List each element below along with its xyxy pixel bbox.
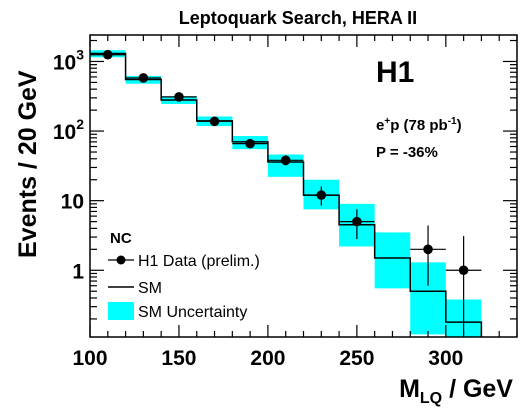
- data-marker: [316, 190, 327, 200]
- data-point-0: [90, 49, 126, 60]
- x-tick-label-200: 200: [250, 347, 285, 370]
- y-tick-label-10: 10: [61, 191, 84, 214]
- data-marker: [280, 155, 291, 166]
- data-point-7: [339, 209, 375, 240]
- data-marker: [174, 92, 184, 102]
- legend-title: NC: [110, 230, 132, 247]
- data-marker: [423, 244, 433, 255]
- data-point-4: [232, 138, 268, 149]
- x-tick-label-300: 300: [428, 347, 463, 370]
- data-point-2: [161, 92, 197, 102]
- data-point-1: [125, 73, 162, 83]
- y-axis-ticks: 1 10 102 103: [53, 39, 517, 320]
- x-tick-label-100: 100: [72, 347, 107, 370]
- data-point-3: [196, 116, 233, 127]
- data-point-9: [445, 236, 482, 335]
- sm-line: [90, 52, 483, 337]
- y-axis-label: Events / 20 GeV: [14, 70, 42, 258]
- x-axis-ticks: 100 150 200 250 300: [72, 35, 518, 370]
- data-point-5: [267, 155, 304, 166]
- y-tick-label-1000: 103: [53, 46, 84, 74]
- x-tick-label-150: 150: [161, 347, 196, 370]
- legend-sm-label: SM: [138, 280, 162, 297]
- legend-data-label: H1 Data (prelim.): [138, 253, 260, 270]
- data-marker: [102, 49, 113, 60]
- data-marker: [138, 73, 149, 83]
- legend-data-marker: [116, 255, 126, 265]
- y-tick-label-1: 1: [72, 260, 84, 283]
- sm-histogram: [90, 52, 483, 337]
- data-point-8: [410, 225, 446, 286]
- beam-label: e+p (78 pb-1): [376, 116, 462, 134]
- data-marker: [352, 216, 362, 227]
- legend-unc-label: SM Uncertainty: [138, 304, 247, 321]
- x-axis-label: MLQ / GeV: [399, 375, 513, 407]
- data-marker: [458, 265, 469, 276]
- data-marker: [209, 116, 220, 127]
- data-point-6: [303, 186, 340, 206]
- chart-title: Leptoquark Search, HERA II: [179, 8, 417, 28]
- data-marker: [245, 138, 255, 149]
- x-tick-label-250: 250: [339, 347, 374, 370]
- legend-unc-swatch: [108, 302, 134, 320]
- polarization-label: P = -36%: [376, 144, 438, 161]
- experiment-label: H1: [376, 56, 414, 89]
- unc-bin-8: [374, 232, 411, 289]
- y-tick-label-100: 102: [53, 116, 84, 144]
- legend: NC H1 Data (prelim.) SM SM Uncertainty: [108, 230, 260, 321]
- data-points: [90, 49, 482, 335]
